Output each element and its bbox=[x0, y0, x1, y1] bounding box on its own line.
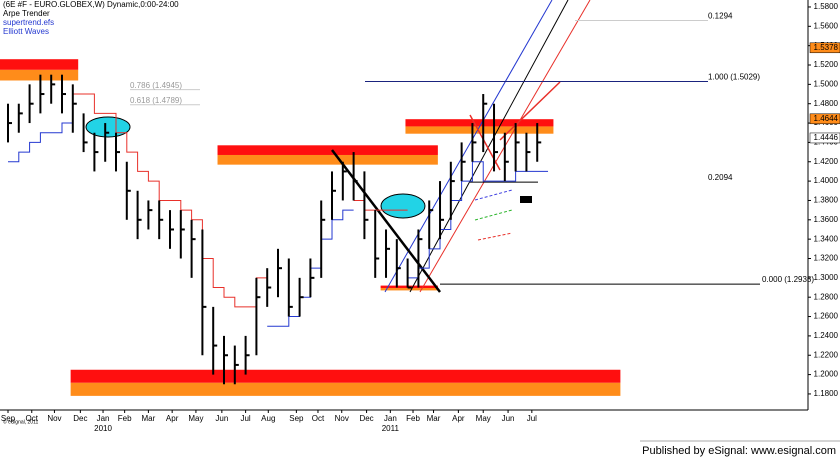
x-tick-label: Sep bbox=[289, 414, 304, 423]
trendline bbox=[384, 0, 553, 293]
x-tick-label: Feb bbox=[406, 414, 420, 423]
projection bbox=[474, 209, 513, 221]
trendline bbox=[409, 0, 569, 293]
fib-label: 0.1294 bbox=[708, 12, 733, 21]
x-tick-label: Jun bbox=[215, 414, 228, 423]
projection bbox=[474, 189, 513, 201]
x-tick-label: May bbox=[476, 414, 491, 423]
price-marker-label: 1.5378 bbox=[814, 43, 839, 52]
x-tick-label: Jan bbox=[97, 414, 110, 423]
x-tick-label: Mar bbox=[142, 414, 156, 423]
zone-lower bbox=[0, 69, 79, 81]
zone-lower bbox=[380, 288, 438, 291]
y-tick-label: 1.2000 bbox=[814, 370, 839, 379]
annotations bbox=[85, 0, 591, 293]
y-tick-label: 1.4200 bbox=[814, 157, 839, 166]
x-tick-label: Dec bbox=[73, 414, 87, 423]
y-tick-label: 1.3800 bbox=[814, 196, 839, 205]
marker bbox=[520, 196, 532, 203]
fib-label: 0.786 (1.4945) bbox=[130, 81, 182, 90]
x-tick-label: Dec bbox=[359, 414, 373, 423]
price-marker bbox=[809, 132, 840, 144]
y-tick-label: 1.5800 bbox=[814, 2, 839, 11]
y-tick-label: 1.3600 bbox=[814, 215, 839, 224]
y-tick-label: 1.3400 bbox=[814, 234, 839, 243]
x-tick-label: Nov bbox=[47, 414, 61, 423]
x-tick-label: Apr bbox=[452, 414, 465, 423]
y-tick-label: 1.2600 bbox=[814, 312, 839, 321]
x-tick-label: Aug bbox=[261, 414, 275, 423]
x-tick-label: Oct bbox=[312, 414, 325, 423]
x-tick-label: Oct bbox=[26, 414, 39, 423]
y-tick-label: 1.1800 bbox=[814, 389, 839, 398]
y-tick-label: 1.2400 bbox=[814, 331, 839, 340]
y-tick-label: 1.3000 bbox=[814, 273, 839, 282]
y-tick-label: 1.5000 bbox=[814, 79, 839, 88]
x-tick-label: Mar bbox=[427, 414, 441, 423]
x-tick-label: Sep bbox=[1, 414, 16, 423]
fib-label: 0.618 (1.4789) bbox=[130, 96, 182, 105]
ellipse bbox=[380, 193, 426, 219]
study-label: supertrend.efs bbox=[3, 18, 54, 27]
zone-lower bbox=[217, 154, 438, 165]
x-tick-label: Jun bbox=[502, 414, 515, 423]
zone-upper bbox=[70, 369, 621, 383]
x-tick-label: Apr bbox=[166, 414, 179, 423]
y-tick-label: 1.5200 bbox=[814, 60, 839, 69]
zone-lower bbox=[405, 126, 554, 134]
zone-upper bbox=[405, 119, 554, 127]
fib-label: 1.000 (1.5029) bbox=[708, 73, 760, 82]
x-tick-label: May bbox=[188, 414, 203, 423]
price-marker-label: 1.4644 bbox=[814, 114, 839, 123]
fib-label: 0.000 (1.2935) bbox=[762, 275, 814, 284]
y-tick-label: 1.3200 bbox=[814, 254, 839, 263]
x-tick-label: Jul bbox=[240, 414, 250, 423]
y-tick-label: 1.4000 bbox=[814, 176, 839, 185]
study-label: Arpe Trender bbox=[3, 9, 50, 18]
zone-upper bbox=[217, 145, 438, 155]
projection bbox=[477, 232, 513, 241]
arrow bbox=[499, 81, 561, 141]
price-marker-label: 1.4446 bbox=[814, 133, 839, 142]
ellipse bbox=[85, 116, 131, 138]
x-tick-label: Nov bbox=[335, 414, 349, 423]
price-marker bbox=[809, 42, 840, 54]
zone-upper bbox=[0, 59, 79, 70]
x-tick-label: Feb bbox=[118, 414, 132, 423]
zone-lower bbox=[70, 382, 621, 396]
study-label: Elliott Waves bbox=[3, 27, 49, 36]
year-label: 2010 bbox=[94, 424, 112, 433]
copyright: © eSignal, 2011 bbox=[3, 418, 39, 425]
year-label: 2011 bbox=[382, 424, 400, 433]
fib-label: 0.2094 bbox=[708, 173, 733, 182]
footer: Published by eSignal: www.esignal.com bbox=[642, 445, 836, 457]
y-tick-label: 1.2200 bbox=[814, 350, 839, 359]
y-tick-label: 1.2800 bbox=[814, 292, 839, 301]
y-tick-label: 1.5600 bbox=[814, 21, 839, 30]
price-marker bbox=[809, 113, 840, 125]
y-tick-label: 1.4800 bbox=[814, 99, 839, 108]
x-tick-label: Jan bbox=[384, 414, 397, 423]
chart-title: (6E #F - EURO.GLOBEX,W) Dynamic,0:00-24:… bbox=[3, 0, 179, 9]
x-tick-label: Jul bbox=[527, 414, 537, 423]
